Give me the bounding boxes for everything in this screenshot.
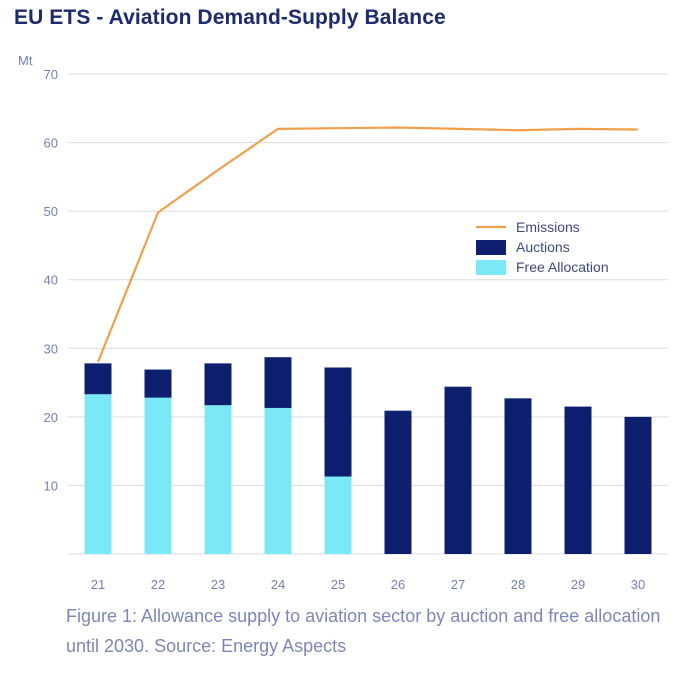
legend-label: Emissions (516, 219, 580, 235)
bar-free-allocation-22 (144, 397, 172, 554)
bar-free-allocation-24 (264, 407, 292, 554)
x-tick-label: 23 (211, 577, 225, 592)
bar-auctions-29 (564, 406, 592, 554)
x-tick-label: 28 (511, 577, 525, 592)
y-tick-label: 30 (44, 341, 58, 356)
legend-swatch-auctions (476, 240, 506, 255)
bar-auctions-23 (204, 363, 232, 406)
x-tick-label: 30 (631, 577, 645, 592)
emissions-line-group (96, 126, 639, 363)
chart-title: EU ETS - Aviation Demand-Supply Balance (14, 6, 446, 29)
x-tick-label: 24 (271, 577, 285, 592)
bar-free-allocation-25 (324, 476, 352, 554)
bar-auctions-26 (384, 410, 412, 554)
legend-label: Free Allocation (516, 259, 609, 275)
figure-caption: Figure 1: Allowance supply to aviation s… (66, 606, 661, 656)
x-tick-label: 22 (151, 577, 165, 592)
x-tick-label: 27 (451, 577, 465, 592)
bar-free-allocation-23 (204, 405, 232, 554)
bar-auctions-27 (444, 386, 472, 554)
y-axis-unit-label: Mt (18, 53, 33, 68)
bar-auctions-24 (264, 357, 292, 408)
emissions-line (96, 126, 639, 363)
y-tick-label: 50 (44, 204, 58, 219)
legend: Emissions Auctions Free Allocation (476, 219, 609, 275)
legend-swatch-free-allocation (476, 260, 506, 275)
y-axis-ticks: 10 20 30 40 50 60 70 (44, 67, 58, 493)
bar-auctions-28 (504, 398, 532, 554)
x-tick-label: 26 (391, 577, 405, 592)
x-tick-label: 21 (91, 577, 105, 592)
chart: 10 20 30 40 50 60 70 Mt 21 22 23 24 25 26 27 28 29 30 E… (18, 53, 668, 592)
x-axis-ticks: 21 22 23 24 25 26 27 28 29 30 (91, 577, 645, 592)
bar-auctions-21 (84, 363, 112, 395)
y-tick-label: 70 (44, 67, 58, 82)
bar-auctions-30 (624, 416, 652, 554)
y-tick-label: 60 (44, 136, 58, 151)
x-tick-label: 29 (571, 577, 585, 592)
legend-label: Auctions (516, 239, 570, 255)
bar-auctions-22 (144, 369, 172, 398)
bar-auctions-25 (324, 367, 352, 477)
bar-free-allocation-21 (84, 394, 112, 554)
y-tick-label: 20 (44, 410, 58, 425)
y-tick-label: 40 (44, 273, 58, 288)
bars (84, 357, 652, 554)
y-tick-label: 10 (44, 478, 58, 493)
x-tick-label: 25 (331, 577, 345, 592)
